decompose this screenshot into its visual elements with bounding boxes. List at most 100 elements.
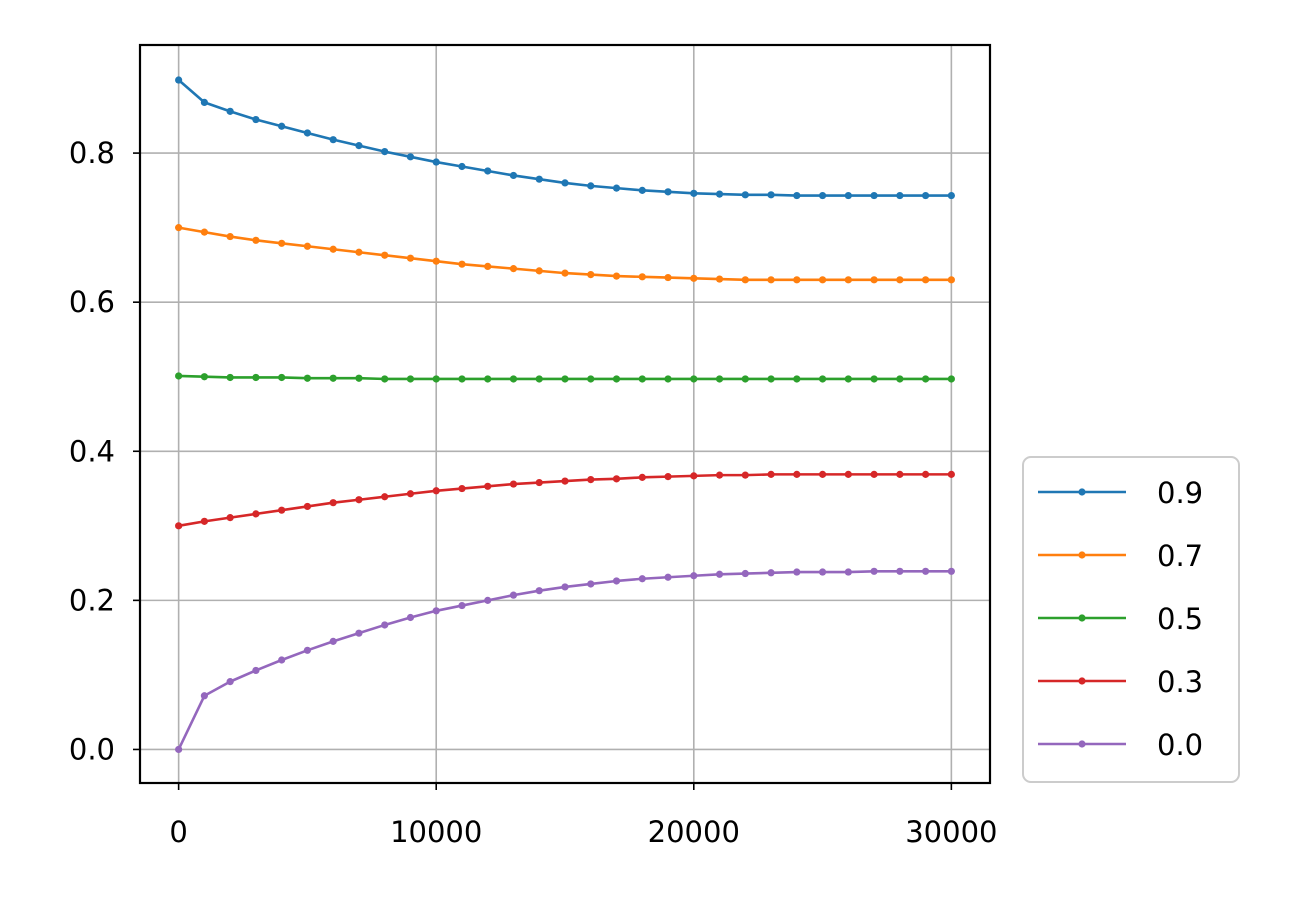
data-point (844, 568, 852, 576)
data-point (638, 473, 646, 481)
data-point (690, 472, 698, 480)
data-point (561, 477, 569, 485)
data-point (381, 621, 389, 629)
data-point (896, 470, 904, 478)
data-point (458, 601, 466, 610)
legend-swatch-marker (1078, 614, 1086, 622)
data-point (715, 570, 724, 578)
data-point (200, 98, 208, 106)
series-0-0 (175, 567, 955, 754)
data-point (509, 591, 518, 599)
legend-swatch-marker (1078, 677, 1086, 685)
data-point (561, 269, 569, 277)
data-point (767, 276, 775, 284)
data-point (690, 375, 698, 383)
data-point (175, 745, 183, 754)
data-point (844, 191, 852, 200)
data-point (278, 373, 286, 382)
data-point (329, 499, 337, 507)
data-point (432, 487, 440, 495)
data-point (587, 580, 595, 588)
data-point (664, 273, 672, 282)
data-point (896, 567, 904, 575)
plot-area-frame (138, 43, 992, 785)
legend-item: 0.7 (1038, 539, 1203, 573)
data-point (175, 224, 183, 232)
data-point (406, 613, 415, 622)
data-point (818, 276, 827, 284)
data-point (922, 470, 930, 478)
y-tick-label: 0.6 (69, 285, 115, 319)
x-tick-label: 0 (169, 815, 187, 849)
data-point (484, 262, 492, 270)
legend: 0.9 0.7 0.5 0.3 0.0 (1022, 456, 1240, 783)
data-point (612, 184, 621, 192)
data-point (458, 260, 466, 268)
data-point (278, 239, 286, 247)
data-point (355, 496, 363, 504)
data-point (741, 569, 749, 578)
data-point (561, 179, 569, 187)
data-point (252, 373, 260, 382)
data-point (638, 273, 646, 281)
data-point (612, 272, 621, 280)
series-0-3 (175, 470, 955, 530)
data-point (690, 189, 698, 197)
y-axis: 0.0 0.2 0.4 0.6 0.8 (69, 136, 140, 766)
data-point (690, 572, 698, 580)
data-point (458, 484, 466, 493)
data-point (587, 375, 595, 383)
series-0-5 (175, 372, 955, 383)
data-point (484, 375, 492, 383)
data-point (793, 568, 801, 576)
y-tick-label: 0.4 (69, 434, 115, 468)
data-point (870, 276, 878, 284)
series-0-9 (175, 76, 955, 200)
data-point (947, 470, 955, 478)
data-point (432, 257, 440, 265)
data-point (406, 375, 415, 383)
legend-box (1022, 456, 1240, 783)
data-point (922, 567, 930, 575)
data-point (922, 276, 930, 284)
legend-label: 0.5 (1157, 602, 1203, 636)
data-point (715, 375, 724, 383)
data-point (355, 248, 363, 256)
data-point (226, 373, 234, 382)
data-point (252, 666, 260, 675)
y-tick-label: 0.2 (69, 583, 115, 617)
data-point (922, 191, 930, 200)
data-point (793, 470, 801, 478)
data-point (741, 375, 749, 383)
data-point (432, 607, 440, 615)
series-lines (175, 76, 955, 754)
data-point (226, 678, 234, 686)
data-point (509, 171, 518, 180)
legend-item: 0.3 (1038, 665, 1203, 699)
data-point (406, 490, 415, 498)
data-point (870, 567, 878, 575)
data-point (406, 153, 415, 161)
legend-swatch-marker (1078, 488, 1086, 496)
data-point (458, 162, 466, 171)
data-point (561, 583, 569, 591)
legend-label: 0.9 (1157, 476, 1203, 510)
data-point (303, 242, 312, 250)
data-point (509, 265, 518, 273)
data-point (355, 142, 363, 150)
x-tick-label: 30000 (905, 815, 997, 849)
data-point (612, 577, 621, 585)
data-point (896, 191, 904, 200)
data-point (381, 375, 389, 383)
data-point (844, 375, 852, 383)
data-point (922, 375, 930, 383)
data-point (278, 506, 286, 514)
data-point (715, 275, 724, 283)
data-point (767, 569, 775, 577)
data-point (226, 107, 234, 115)
data-point (947, 567, 955, 575)
data-point (175, 76, 183, 84)
data-point (278, 656, 286, 664)
legend-item: 0.5 (1038, 602, 1203, 636)
data-point (535, 267, 543, 275)
